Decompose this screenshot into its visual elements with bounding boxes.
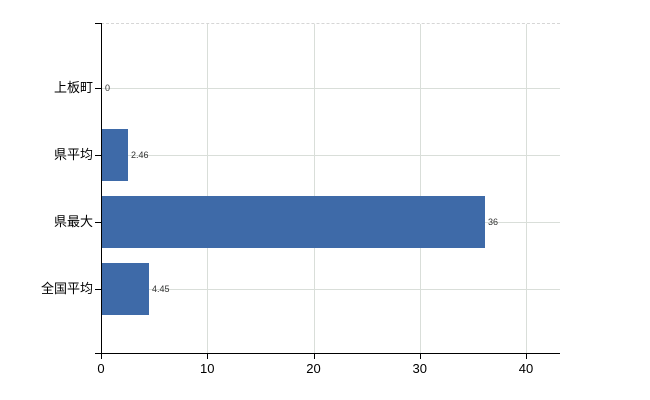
x-tick-label: 0: [97, 361, 105, 376]
value-label: 0: [105, 83, 111, 93]
x-gridline: [207, 24, 209, 353]
category-label: 県最大: [53, 214, 93, 229]
x-tick-label: 40: [518, 361, 534, 376]
y-axis-tick: [95, 23, 101, 24]
bar: [102, 263, 149, 315]
category-label: 全国平均: [40, 281, 93, 296]
x-tick-label: 20: [306, 361, 321, 376]
x-axis-tick: [101, 353, 102, 359]
x-axis-tick: [313, 353, 315, 359]
x-tick-label: 30: [412, 361, 427, 376]
x-axis-tick: [526, 353, 527, 359]
category-gridline: [102, 155, 560, 156]
y-axis-tick: [95, 222, 101, 223]
category-label: 県平均: [53, 147, 93, 162]
category-gridline: [102, 289, 560, 290]
y-axis-tick: [95, 155, 101, 156]
bar: [102, 129, 128, 181]
x-gridline: [526, 24, 527, 353]
x-axis-tick: [419, 353, 421, 359]
y-axis-tick: [95, 289, 101, 290]
x-tick-label: 10: [200, 361, 215, 376]
value-label: 36: [488, 217, 499, 227]
x-gridline: [313, 24, 315, 353]
y-axis-tick: [95, 88, 101, 89]
y-axis-line: [101, 23, 102, 353]
bar: [102, 196, 485, 248]
plot-top-border: [101, 23, 560, 24]
x-axis-tick: [207, 353, 209, 359]
value-label: 2.46: [131, 150, 149, 160]
plot-area: [101, 23, 560, 353]
value-label: 4.45: [152, 284, 170, 294]
category-gridline: [102, 88, 560, 89]
category-label: 上板町: [53, 80, 93, 95]
x-gridline: [419, 24, 421, 353]
x-axis-line: [95, 353, 560, 354]
